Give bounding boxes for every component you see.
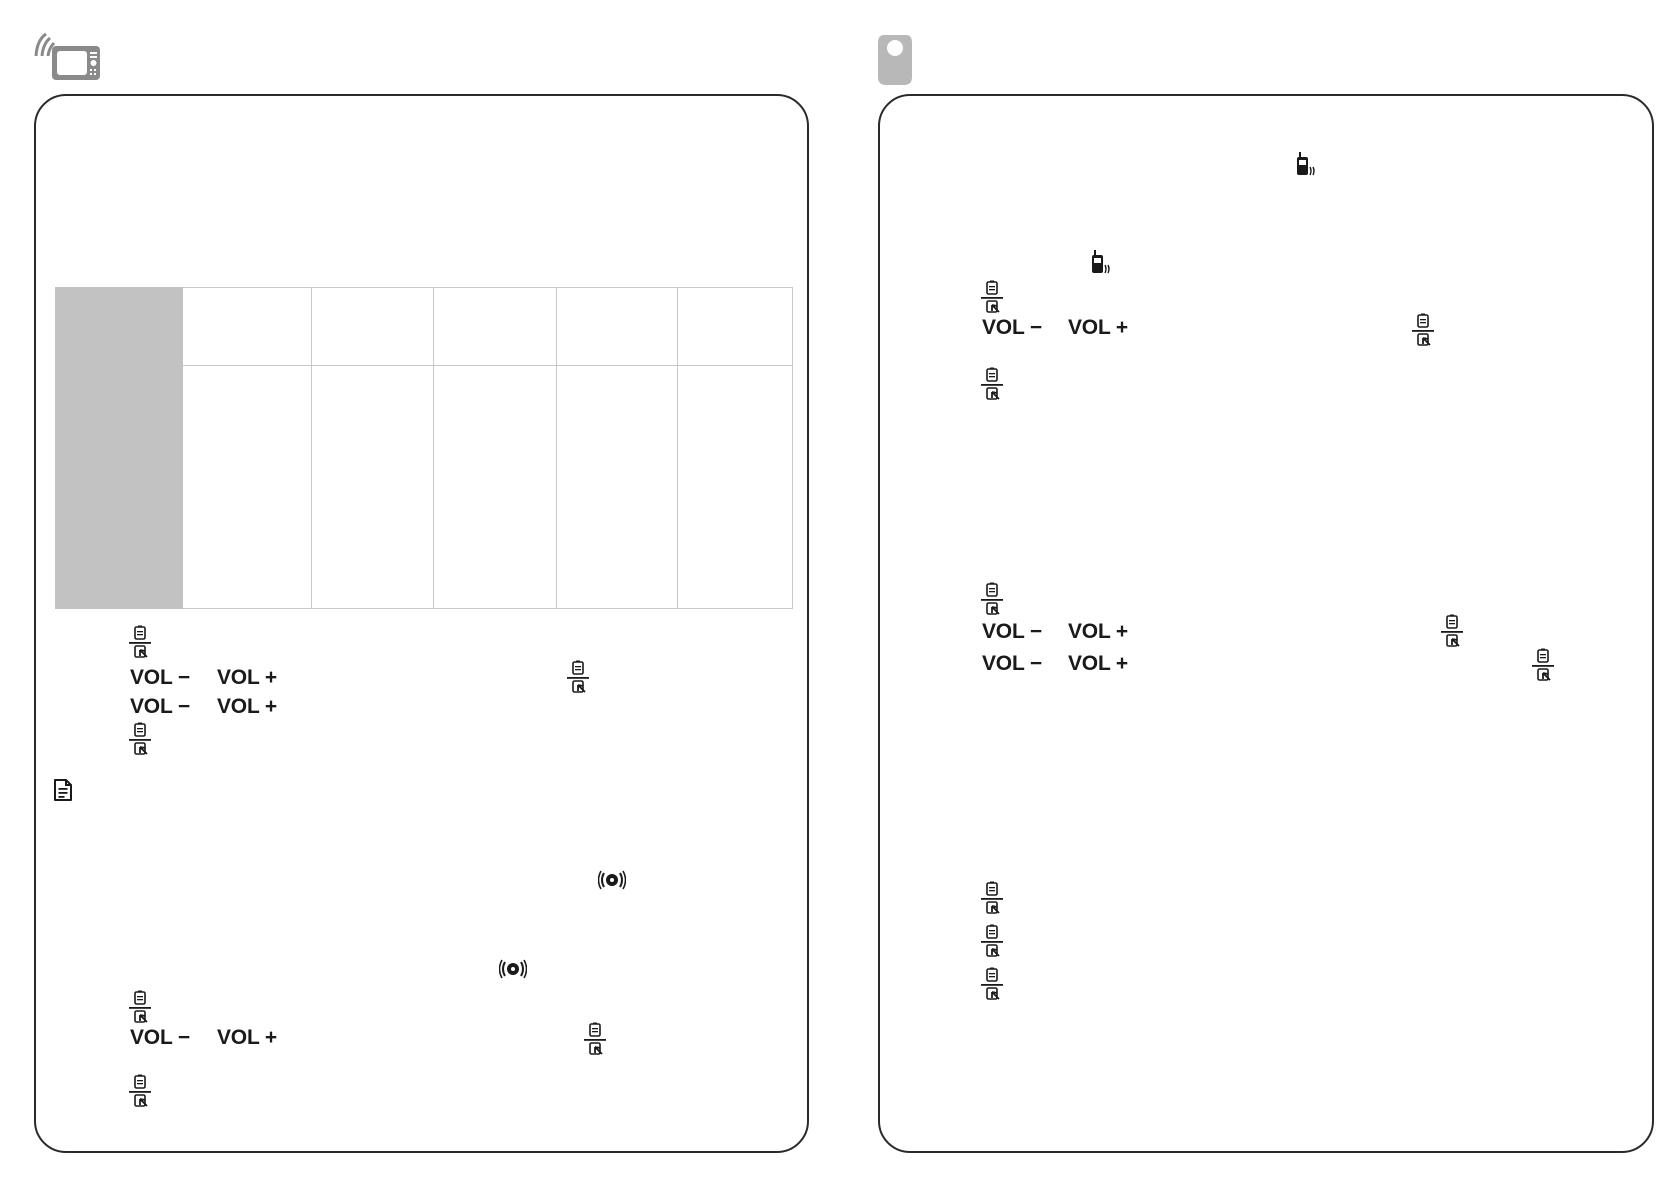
- table-cell: [182, 365, 312, 609]
- vol-minus-label: VOL −: [982, 652, 1042, 675]
- menu-select-button-icon: [128, 1074, 152, 1110]
- vibrate-phone-icon: [1090, 250, 1112, 278]
- menu-select-button-icon: [980, 367, 1004, 403]
- table-header-cell: [55, 365, 183, 609]
- menu-select-button-icon: [980, 967, 1004, 1003]
- vol-minus-label: VOL −: [130, 1026, 190, 1049]
- alarm-signal-icon: [498, 958, 528, 980]
- menu-select-button-icon: [980, 924, 1004, 960]
- table-cell: [433, 365, 557, 609]
- menu-select-button-icon: [1440, 614, 1464, 650]
- menu-select-button-icon: [128, 990, 152, 1026]
- monitor-parent-unit-icon: [32, 30, 106, 84]
- baby-unit-icon: [876, 33, 914, 87]
- alarm-signal-icon: [597, 869, 627, 891]
- menu-select-button-icon: [583, 1022, 607, 1058]
- vol-plus-label: VOL +: [217, 1026, 277, 1049]
- info-table: [55, 287, 793, 609]
- vol-minus-label: VOL −: [130, 695, 190, 718]
- menu-select-button-icon: [980, 280, 1004, 316]
- vol-plus-label: VOL +: [217, 666, 277, 689]
- vol-minus-label: VOL −: [982, 620, 1042, 643]
- vol-plus-label: VOL +: [1068, 652, 1128, 675]
- vol-plus-label: VOL +: [1068, 620, 1128, 643]
- table-cell: [311, 365, 434, 609]
- menu-select-button-icon: [566, 660, 590, 696]
- note-document-icon: [53, 778, 73, 802]
- table-cell: [182, 287, 312, 366]
- table-cell: [556, 287, 678, 366]
- table-cell: [677, 365, 793, 609]
- vibrate-phone-icon: [1295, 152, 1317, 180]
- table-cell: [311, 287, 434, 366]
- table-header-cell: [55, 287, 183, 366]
- table-cell: [556, 365, 678, 609]
- menu-select-button-icon: [128, 625, 152, 661]
- right-panel: [878, 94, 1654, 1153]
- menu-select-button-icon: [1411, 313, 1435, 349]
- menu-select-button-icon: [980, 881, 1004, 917]
- menu-select-button-icon: [128, 722, 152, 758]
- table-cell: [677, 287, 793, 366]
- menu-select-button-icon: [1531, 648, 1555, 684]
- table-cell: [433, 287, 557, 366]
- vol-minus-label: VOL −: [982, 316, 1042, 339]
- vol-plus-label: VOL +: [217, 695, 277, 718]
- vol-minus-label: VOL −: [130, 666, 190, 689]
- vol-plus-label: VOL +: [1068, 316, 1128, 339]
- menu-select-button-icon: [980, 582, 1004, 618]
- left-panel: [34, 94, 809, 1153]
